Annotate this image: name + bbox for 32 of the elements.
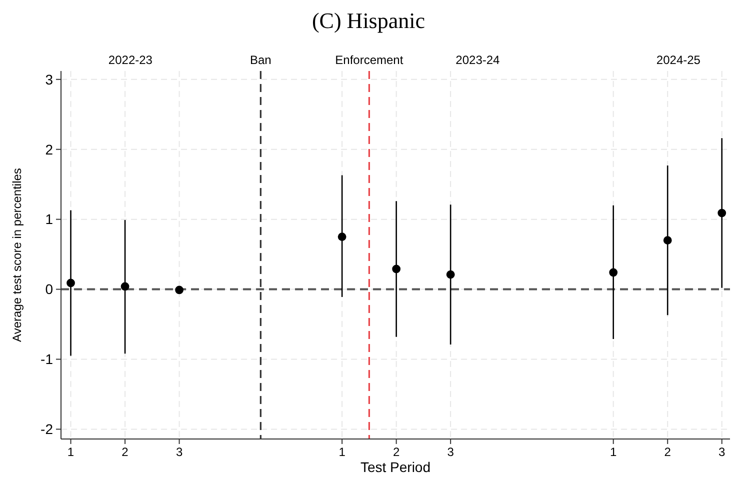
y-tick-label: 0: [45, 281, 54, 298]
y-tick-label: 3: [45, 71, 54, 88]
point: [609, 268, 618, 277]
x-tick-label: 1: [338, 445, 346, 459]
x-tick-label: 3: [176, 445, 183, 459]
x-tick-label: 3: [447, 445, 454, 459]
text: 2024-25: [656, 53, 701, 67]
x-tick-label: 1: [67, 445, 74, 459]
y-tick-label: -2: [40, 421, 54, 438]
text: Ban: [250, 53, 272, 67]
y-tick-label: 1: [45, 211, 54, 228]
point: [66, 278, 75, 288]
point: [120, 282, 130, 291]
point: [718, 208, 726, 218]
point: [392, 264, 401, 274]
x-tick-label: 2: [664, 445, 672, 459]
y-tick-label: 2: [45, 141, 54, 158]
x-tick-label: 1: [610, 445, 617, 459]
x-axis-title: Test Period: [360, 459, 431, 475]
text: 2022-23: [108, 53, 153, 67]
chart-title: (C) Hispanic: [312, 8, 426, 33]
point: [663, 236, 672, 245]
point: [338, 232, 346, 242]
x-tick-label: 3: [718, 445, 726, 459]
point: [175, 286, 184, 294]
y-tick-label: -1: [40, 351, 54, 368]
x-tick-label: 2: [122, 445, 129, 459]
text: 2023-24: [456, 53, 500, 67]
text: Enforcement: [335, 53, 404, 67]
y-axis-title: Average test score in percentiles: [10, 168, 24, 342]
point: [446, 270, 455, 279]
x-tick-label: 2: [392, 445, 400, 459]
